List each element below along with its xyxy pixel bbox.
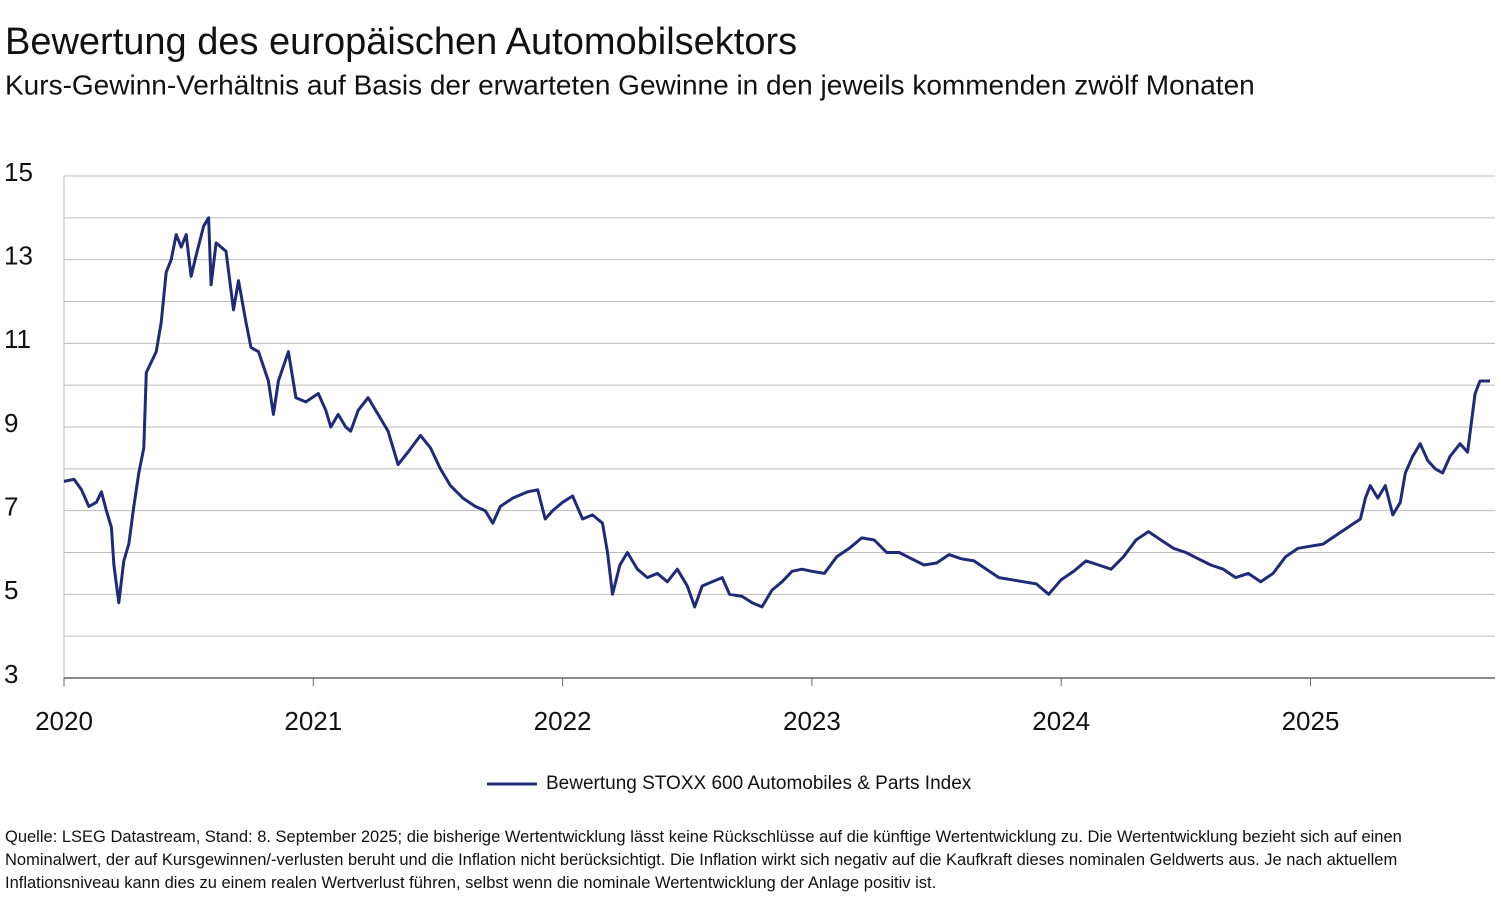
y-tick-label: 9 — [4, 408, 18, 438]
y-tick-label: 7 — [4, 492, 18, 522]
data-line — [63, 216, 1490, 609]
y-tick-label: 11 — [4, 324, 31, 354]
chart: Bewertung des europäischen Automobilsekt… — [4, 21, 1495, 794]
y-tick-label: 15 — [4, 157, 33, 187]
y-tick-label: 13 — [4, 241, 33, 271]
x-tick-label: 2025 — [1282, 706, 1340, 736]
source-note: Quelle: LSEG Datastream, Stand: 8. Septe… — [5, 828, 1402, 892]
x-tick-label: 2022 — [534, 706, 592, 736]
x-tick-label: 2024 — [1032, 706, 1090, 736]
chart-subtitle: Kurs-Gewinn-Verhältnis auf Basis der erw… — [5, 69, 1255, 100]
y-tick-label: 3 — [4, 659, 18, 689]
x-tick-label: 2020 — [35, 706, 93, 736]
x-tick-label: 2021 — [284, 706, 342, 736]
x-tick-label: 2023 — [783, 706, 841, 736]
legend-label: Bewertung STOXX 600 Automobiles & Parts … — [546, 773, 972, 794]
y-tick-label: 5 — [4, 575, 18, 605]
chart-title: Bewertung des europäischen Automobilsekt… — [5, 21, 797, 63]
